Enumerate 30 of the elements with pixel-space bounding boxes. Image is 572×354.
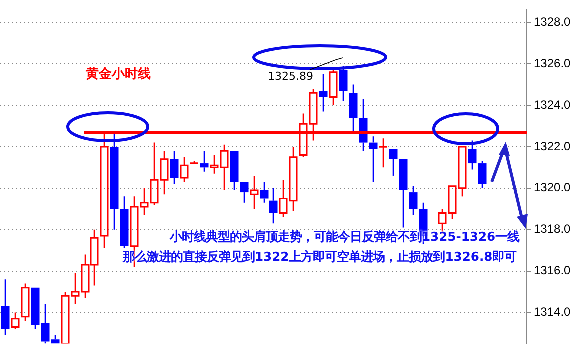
candlestick (319, 74, 328, 112)
candlestick (180, 156, 189, 183)
y-tick-label: 1316.0 (534, 264, 572, 278)
candlestick (240, 182, 249, 204)
text: 黄金小时线 (86, 66, 151, 83)
candlestick (110, 132, 119, 230)
candlestick (250, 175, 259, 210)
candlestick (170, 150, 179, 185)
candlestick (260, 182, 269, 204)
candlestick (468, 140, 477, 170)
y-tick-label: 1326.0 (534, 56, 572, 70)
candlestick (120, 196, 129, 250)
candlestick (1, 278, 10, 336)
candlestick (269, 188, 278, 224)
candlestick (409, 186, 418, 216)
candlestick (378, 138, 388, 168)
candlestick (369, 136, 378, 183)
annotation: 1325.89 (268, 70, 314, 83)
y-tick-label: 1314.0 (534, 305, 572, 320)
candlestick (200, 150, 209, 172)
candlestick (389, 149, 398, 177)
y-tick-label: 1322.0 (534, 139, 572, 154)
candlestick (349, 84, 358, 134)
y-tick-label: 1324.0 (534, 98, 572, 112)
candlestick (339, 66, 348, 102)
y-tick-label: 1320.0 (534, 180, 572, 195)
y-tick-label: 1318.0 (534, 222, 572, 236)
candlestick (329, 70, 338, 106)
y-tick-label: 1328.0 (534, 14, 572, 29)
candlestick (399, 159, 408, 228)
